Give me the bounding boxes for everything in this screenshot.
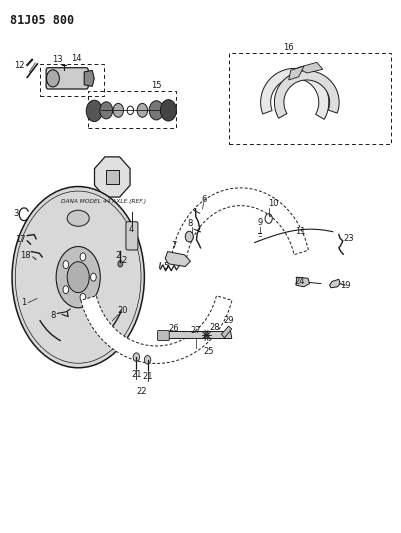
Text: 27: 27 — [190, 326, 201, 335]
Text: 8: 8 — [187, 220, 192, 228]
Polygon shape — [84, 70, 94, 86]
Polygon shape — [165, 252, 190, 266]
Text: 22: 22 — [136, 387, 146, 396]
Bar — [229, 53, 391, 144]
Circle shape — [149, 101, 164, 120]
Polygon shape — [296, 277, 310, 287]
Ellipse shape — [91, 273, 96, 281]
Circle shape — [127, 106, 134, 115]
Circle shape — [113, 103, 124, 117]
Polygon shape — [274, 71, 339, 118]
Text: 12: 12 — [14, 61, 24, 69]
Text: 29: 29 — [223, 317, 234, 325]
Circle shape — [47, 70, 59, 87]
Text: 25: 25 — [203, 348, 214, 356]
Ellipse shape — [80, 294, 86, 302]
Polygon shape — [106, 170, 119, 184]
Circle shape — [185, 231, 193, 242]
Text: 10: 10 — [268, 199, 279, 208]
Text: 26: 26 — [168, 325, 178, 333]
Text: 3: 3 — [13, 209, 19, 217]
Text: 13: 13 — [52, 55, 62, 64]
Bar — [88, 91, 176, 128]
Polygon shape — [298, 62, 323, 73]
Text: 5: 5 — [164, 262, 169, 271]
Text: 9: 9 — [257, 219, 263, 227]
Text: 2: 2 — [115, 252, 121, 260]
FancyBboxPatch shape — [158, 330, 169, 341]
Polygon shape — [330, 279, 340, 288]
Text: 19: 19 — [340, 281, 351, 290]
Text: 2: 2 — [122, 256, 127, 264]
Text: 16: 16 — [284, 44, 294, 52]
Text: 28: 28 — [209, 323, 220, 332]
FancyBboxPatch shape — [46, 68, 88, 89]
Polygon shape — [221, 326, 232, 338]
Ellipse shape — [67, 210, 89, 226]
Text: 21: 21 — [142, 373, 153, 381]
Text: 7: 7 — [172, 241, 177, 249]
Text: 15: 15 — [151, 81, 162, 90]
Circle shape — [137, 103, 148, 117]
Text: 4: 4 — [129, 225, 134, 233]
Circle shape — [144, 356, 151, 364]
Text: 11: 11 — [295, 228, 305, 236]
Polygon shape — [289, 66, 304, 80]
Ellipse shape — [80, 253, 86, 261]
Ellipse shape — [63, 286, 69, 294]
Circle shape — [86, 100, 102, 122]
Circle shape — [160, 100, 176, 121]
Text: 6: 6 — [202, 196, 207, 204]
Polygon shape — [95, 157, 130, 197]
Polygon shape — [160, 332, 232, 338]
Text: 17: 17 — [15, 236, 25, 244]
Circle shape — [118, 261, 123, 267]
Circle shape — [100, 102, 113, 119]
Text: 24: 24 — [295, 277, 305, 286]
Text: 21: 21 — [131, 370, 142, 378]
Ellipse shape — [63, 261, 69, 269]
Text: 1: 1 — [21, 298, 27, 307]
Text: 81J05 800: 81J05 800 — [10, 14, 74, 27]
Text: DANA MODEL 44 AXLE (REF.): DANA MODEL 44 AXLE (REF.) — [61, 199, 146, 204]
Text: 8: 8 — [51, 311, 56, 320]
Circle shape — [133, 353, 140, 361]
Ellipse shape — [56, 246, 100, 308]
Polygon shape — [81, 296, 232, 364]
Polygon shape — [172, 188, 308, 260]
Text: 14: 14 — [71, 54, 81, 62]
Ellipse shape — [67, 262, 89, 293]
Text: 23: 23 — [344, 234, 354, 243]
Text: 18: 18 — [20, 252, 30, 260]
Ellipse shape — [12, 187, 144, 368]
Bar — [40, 64, 104, 96]
Polygon shape — [261, 68, 329, 119]
FancyBboxPatch shape — [126, 222, 138, 250]
Circle shape — [204, 332, 209, 338]
Text: 20: 20 — [117, 306, 128, 314]
